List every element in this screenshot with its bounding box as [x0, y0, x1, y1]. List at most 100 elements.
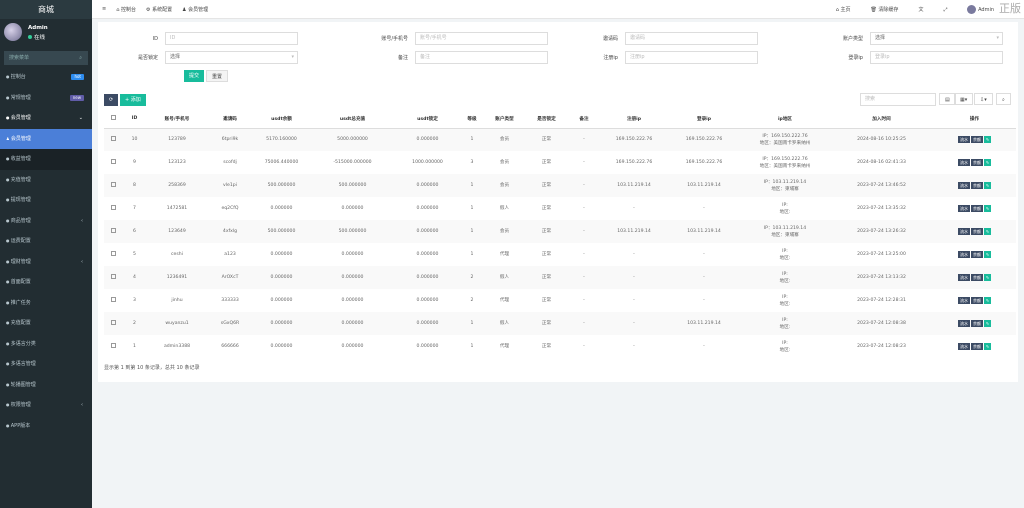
logo[interactable]: 商城 — [0, 0, 92, 19]
menu-toggle-icon[interactable]: ≡ — [102, 6, 107, 12]
sidebar-item-14[interactable]: ● 多语言管理 — [0, 354, 92, 375]
menu-search-input[interactable]: 搜索菜单 ⌕ — [4, 51, 88, 65]
column-header[interactable]: usdt余额 — [253, 110, 310, 129]
column-header[interactable]: 注册ip — [600, 110, 668, 129]
balance-button[interactable]: 余额 — [971, 158, 983, 166]
row-checkbox[interactable] — [110, 273, 116, 279]
edit-icon[interactable]: ✎ — [984, 296, 991, 304]
id-input[interactable]: ID — [165, 32, 298, 45]
flow-button[interactable]: 流水 — [958, 181, 970, 189]
column-header[interactable]: 邀请码 — [207, 110, 253, 129]
column-header[interactable]: 账号/手机号 — [147, 110, 207, 129]
row-checkbox[interactable] — [110, 204, 116, 210]
column-header[interactable]: 账户类型 — [484, 110, 525, 129]
row-checkbox[interactable] — [110, 250, 116, 256]
sidebar-item-8[interactable]: ● 运费配置 — [0, 231, 92, 252]
balance-button[interactable]: 余额 — [971, 204, 983, 212]
flow-button[interactable]: 流水 — [958, 204, 970, 212]
flow-button[interactable]: 流水 — [958, 296, 970, 304]
edit-icon[interactable]: ✎ — [984, 204, 991, 212]
edit-icon[interactable]: ✎ — [984, 181, 991, 189]
sidebar-item-5[interactable]: ● 充值管理 — [0, 170, 92, 191]
account-input[interactable]: 账号/手机号 — [415, 32, 548, 45]
row-checkbox[interactable] — [110, 227, 116, 233]
edit-icon[interactable]: ✎ — [984, 158, 991, 166]
column-header[interactable]: 备注 — [568, 110, 600, 129]
balance-button[interactable]: 余额 — [971, 135, 983, 143]
edit-icon[interactable]: ✎ — [984, 227, 991, 235]
edit-icon[interactable]: ✎ — [984, 319, 991, 327]
flow-button[interactable]: 流水 — [958, 158, 970, 166]
balance-button[interactable]: 余额 — [971, 296, 983, 304]
select-all-checkbox[interactable] — [110, 115, 116, 121]
add-button[interactable]: + 添加 — [120, 94, 146, 106]
column-header[interactable]: 操作 — [933, 110, 1016, 129]
flow-button[interactable]: 流水 — [958, 319, 970, 327]
sidebar-item-3[interactable]: ♟ 会员管理 — [0, 128, 92, 149]
edit-icon[interactable]: ✎ — [984, 135, 991, 143]
sidebar-item-15[interactable]: ● 轮播图管理 — [0, 375, 92, 396]
locked-select[interactable]: 选择 ▾ — [165, 51, 298, 64]
tab-dashboard[interactable]: ⌂ 控制台 — [116, 6, 136, 13]
row-checkbox[interactable] — [110, 181, 116, 187]
admin-menu[interactable]: Admin — [967, 5, 994, 14]
column-header[interactable]: ip地区 — [740, 110, 830, 129]
row-checkbox[interactable] — [110, 135, 116, 141]
row-checkbox[interactable] — [110, 158, 116, 164]
flow-button[interactable]: 流水 — [958, 250, 970, 258]
toggle-view-button[interactable]: ▤ — [939, 93, 956, 105]
sidebar-item-0[interactable]: ● 控制台 hot — [0, 67, 92, 88]
flow-button[interactable]: 流水 — [958, 135, 970, 143]
balance-button[interactable]: 余额 — [971, 342, 983, 350]
type-select[interactable]: 选择 ▾ — [870, 32, 1003, 45]
sidebar-item-2[interactable]: ● 会员管理 ⌄ — [0, 108, 92, 129]
table-search-input[interactable]: 搜索 — [860, 93, 936, 106]
balance-button[interactable]: 余额 — [971, 227, 983, 235]
balance-button[interactable]: 余额 — [971, 181, 983, 189]
row-checkbox[interactable] — [110, 319, 116, 325]
column-header[interactable]: usdt总充值 — [310, 110, 395, 129]
balance-button[interactable]: 余额 — [971, 250, 983, 258]
sidebar-item-12[interactable]: ● 充值配置 — [0, 313, 92, 334]
clear-cache-button[interactable]: 🗑 清除缓存 — [870, 7, 899, 13]
fullscreen-icon[interactable]: ⤢ — [943, 6, 948, 13]
remark-input[interactable]: 备注 — [415, 51, 548, 64]
sidebar-item-7[interactable]: ● 商品管理 ‹ — [0, 211, 92, 232]
sidebar-item-16[interactable]: ● 权限管理 ‹ — [0, 395, 92, 416]
tab-member-management[interactable]: ♟ 会员管理 — [182, 6, 209, 13]
column-header[interactable]: 是否锁定 — [525, 110, 568, 129]
sidebar-item-13[interactable]: ● 多语言分类 — [0, 334, 92, 355]
balance-button[interactable]: 余额 — [971, 273, 983, 281]
columns-button[interactable]: ▦▾ — [954, 93, 974, 105]
row-checkbox[interactable] — [110, 296, 116, 302]
sidebar-item-17[interactable]: ● APP版本 — [0, 416, 92, 437]
export-button[interactable]: ⇩▾ — [974, 93, 993, 105]
loginip-input[interactable]: 登录ip — [870, 51, 1003, 64]
edit-icon[interactable]: ✎ — [984, 273, 991, 281]
flow-button[interactable]: 流水 — [958, 342, 970, 350]
sidebar-item-4[interactable]: ● 收益管理 — [0, 149, 92, 170]
home-link[interactable]: ⌂ 主页 — [835, 7, 851, 13]
balance-button[interactable]: 余额 — [971, 319, 983, 327]
sidebar-item-1[interactable]: ● 常规管理 new — [0, 88, 92, 109]
sidebar-item-11[interactable]: ● 推广任务 — [0, 293, 92, 314]
column-header[interactable]: usdt锁定 — [395, 110, 460, 129]
invite-input[interactable]: 邀请码 — [625, 32, 758, 45]
advanced-search-button[interactable]: ⌕ — [996, 93, 1011, 105]
language-icon[interactable]: 文 — [918, 7, 924, 13]
tab-system-config[interactable]: ⚙ 系统配置 — [145, 6, 173, 13]
flow-button[interactable]: 流水 — [958, 273, 970, 281]
row-checkbox[interactable] — [110, 342, 116, 348]
sidebar-item-10[interactable]: ● 首面配置 — [0, 272, 92, 293]
column-header[interactable]: ID — [122, 110, 147, 129]
sidebar-item-6[interactable]: ● 提现管理 — [0, 190, 92, 211]
flow-button[interactable]: 流水 — [958, 227, 970, 235]
refresh-button[interactable]: ⟳ — [104, 94, 119, 106]
submit-button[interactable]: 提交 — [184, 70, 205, 82]
column-header[interactable]: 登录ip — [668, 110, 740, 129]
regip-input[interactable]: 注册ip — [625, 51, 758, 64]
column-header[interactable]: 等级 — [460, 110, 484, 129]
edit-icon[interactable]: ✎ — [984, 250, 991, 258]
sidebar-item-9[interactable]: ● 理财管理 ‹ — [0, 252, 92, 273]
reset-button[interactable]: 重置 — [206, 70, 229, 82]
